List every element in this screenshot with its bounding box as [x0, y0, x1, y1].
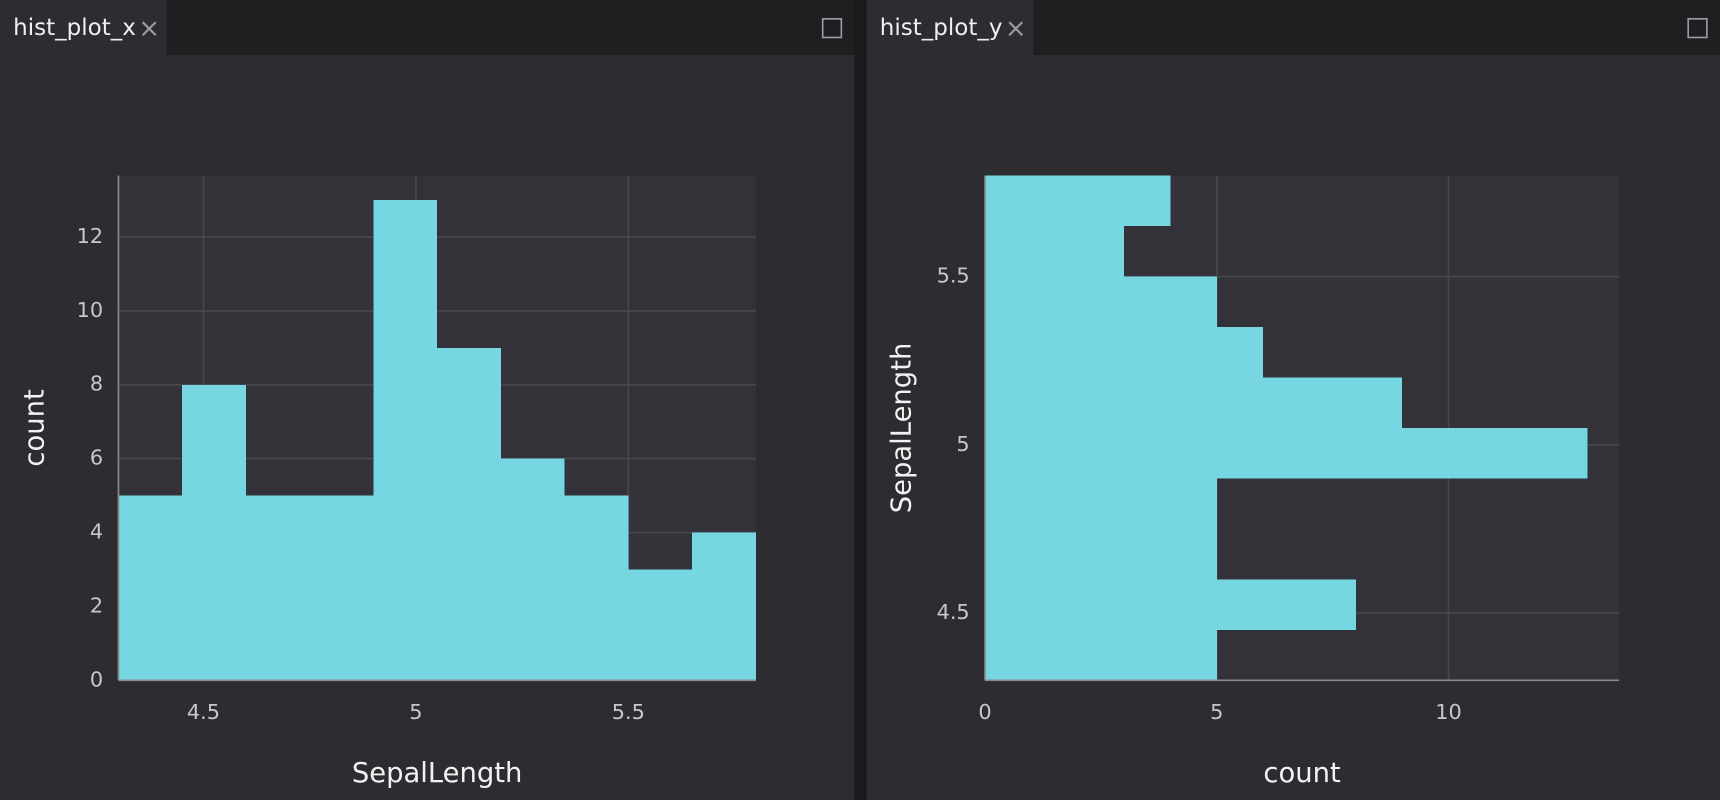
x-axis-label: SepalLength	[352, 758, 523, 789]
x-tick-label: 5.5	[612, 700, 645, 724]
y-tick-label: 2	[90, 593, 103, 617]
x-axis-label: count	[1263, 758, 1341, 789]
x-tick-label: 0	[978, 700, 991, 724]
y-tick-label: 5	[956, 432, 969, 456]
y-tick-label: 12	[77, 224, 104, 248]
bar	[985, 579, 1356, 630]
tab-title: hist_plot_y	[880, 15, 1003, 41]
close-icon[interactable]	[1008, 21, 1024, 37]
bar	[692, 532, 756, 681]
bar	[985, 629, 1217, 681]
maximize-icon[interactable]	[1687, 17, 1708, 39]
y-tick-label: 4	[90, 520, 103, 544]
tab[interactable]	[866, 0, 1034, 56]
bar	[118, 495, 183, 681]
maximize-icon[interactable]	[821, 17, 843, 39]
bar	[373, 200, 438, 681]
close-icon[interactable]	[141, 21, 157, 37]
tab[interactable]	[0, 0, 167, 56]
x-tick-label: 4.5	[187, 700, 220, 724]
y-axis-label: count	[20, 389, 51, 467]
y-tick-label: 5.5	[937, 264, 970, 288]
y-tick-label: 0	[90, 667, 103, 691]
bar	[985, 478, 1217, 529]
bar	[182, 384, 246, 681]
bar	[985, 327, 1264, 378]
x-tick-label: 5	[409, 700, 422, 724]
bar	[628, 569, 693, 681]
bar	[564, 495, 629, 681]
y-tick-label: 8	[90, 372, 103, 396]
y-axis-label: SepalLength	[886, 343, 917, 514]
bar	[437, 347, 501, 681]
bar	[985, 175, 1171, 227]
y-tick-label: 4.5	[937, 600, 970, 624]
x-tick-label: 5	[1210, 700, 1223, 724]
tab-title: hist_plot_x	[13, 15, 136, 41]
bar	[245, 495, 310, 681]
bar	[985, 528, 1217, 580]
bar	[985, 377, 1403, 428]
y-tick-label: 10	[77, 298, 104, 322]
y-tick-label: 6	[90, 446, 103, 470]
bar	[985, 226, 1125, 277]
bar	[309, 495, 374, 681]
x-tick-label: 10	[1435, 700, 1462, 724]
bar	[985, 427, 1588, 479]
bar	[985, 276, 1217, 328]
bar	[500, 458, 565, 681]
